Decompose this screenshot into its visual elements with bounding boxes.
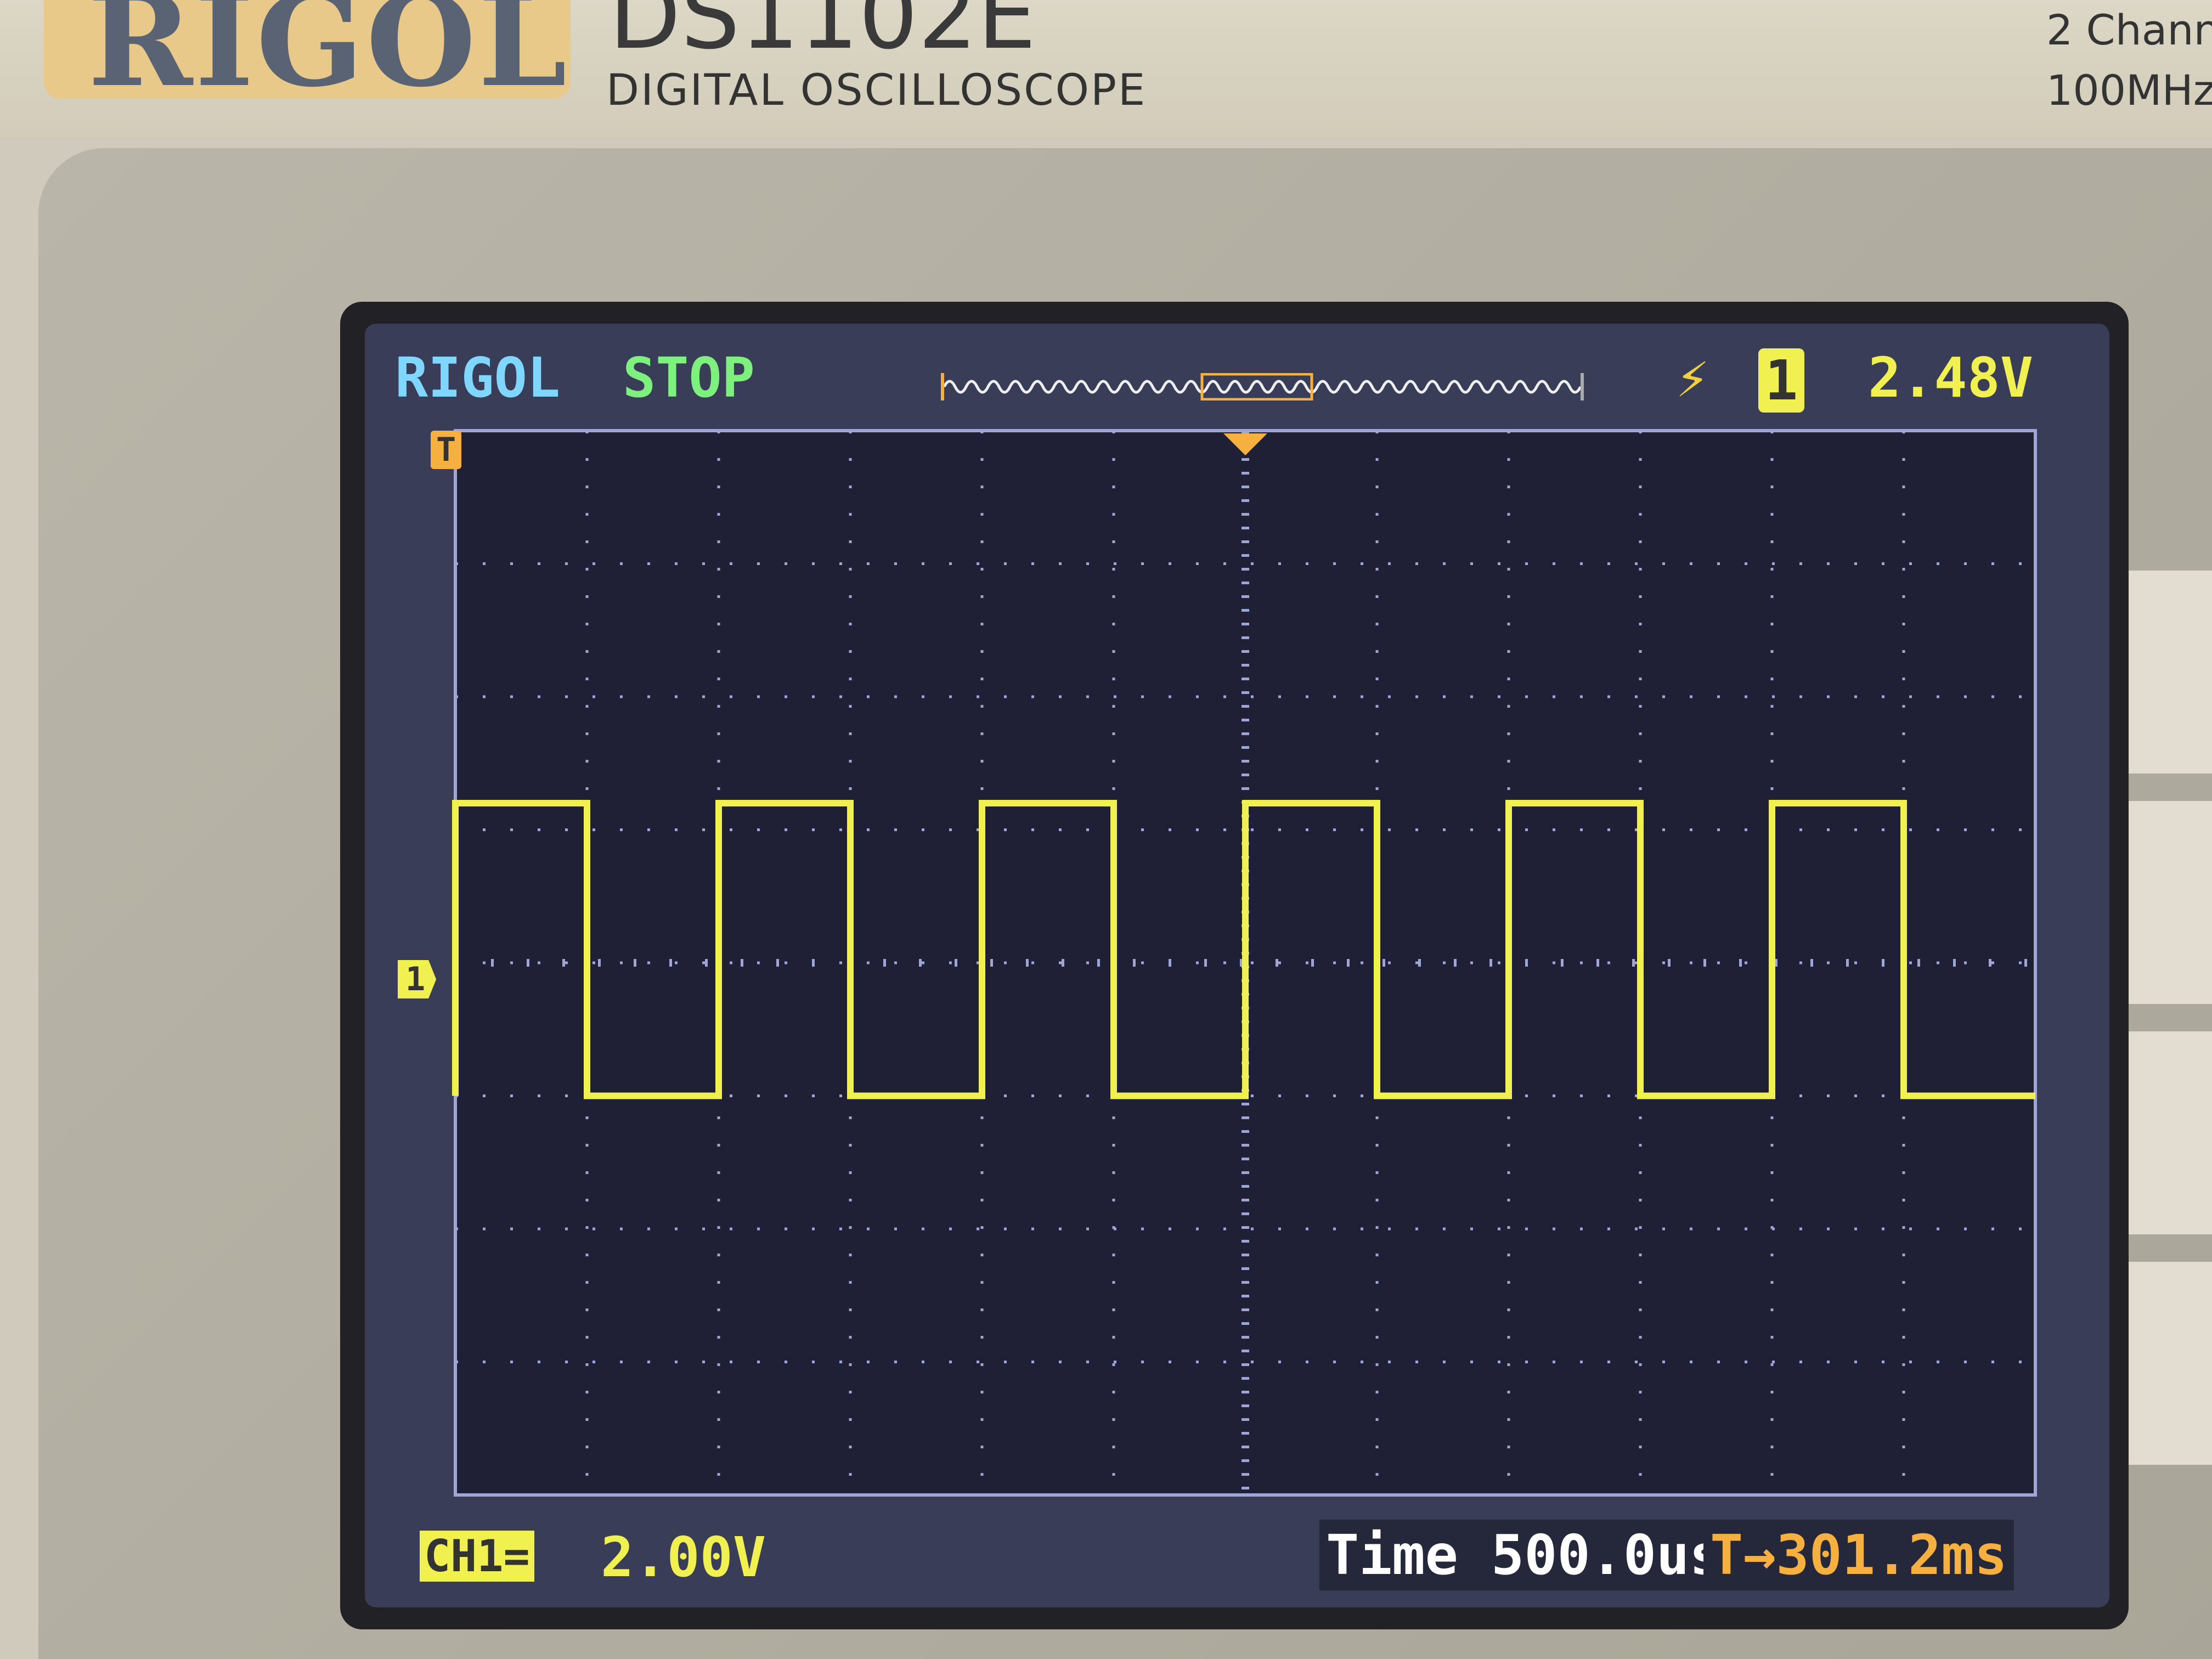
waveform-display (452, 429, 2037, 1497)
timebase-readout: Time 500.0us (1319, 1520, 1729, 1590)
screen-brand: RIGOL (395, 346, 561, 410)
rigol-logo: RIGOL (44, 0, 571, 115)
trigger-level: 2.48V (1868, 346, 2034, 410)
device-subtitle: DIGITAL OSCILLOSCOPE (606, 66, 1147, 115)
memory-position-bar (941, 373, 1584, 401)
memory-waveform-icon (943, 373, 1582, 401)
softkey-2[interactable] (2113, 801, 2212, 1004)
model-name: DS1102E (609, 0, 1036, 70)
ch1-label: CH1= (420, 1531, 534, 1582)
front-panel-header: RIGOL DS1102E DIGITAL OSCILLOSCOPE 2 Cha… (0, 0, 2212, 137)
trigger-time-marker (1223, 433, 1267, 455)
ch1-volts-per-div: 2.00V (601, 1525, 766, 1589)
softkey-3[interactable] (2113, 1031, 2212, 1234)
trigger-source-badge: 1 (1758, 348, 1805, 413)
spec-bandwidth: 100MHz (2046, 66, 2212, 115)
softkey-4[interactable] (2113, 1262, 2212, 1465)
ch1-waveform (452, 800, 2035, 1099)
trigger-offset-readout: T→301.2ms (1703, 1520, 2014, 1590)
softkey-1[interactable] (2113, 571, 2212, 774)
trigger-position-marker: T (431, 431, 462, 469)
spec-channels: 2 Chann (2046, 5, 2212, 54)
oscilloscope-screen: RIGOL STOP ⚡ 1 2.48V T 1 CH1= 2.00V Time… (365, 324, 2109, 1607)
run-state[interactable]: STOP (623, 346, 755, 410)
rising-edge-icon: ⚡ (1676, 346, 1709, 410)
ch1-ground-marker[interactable]: 1 (398, 960, 437, 998)
